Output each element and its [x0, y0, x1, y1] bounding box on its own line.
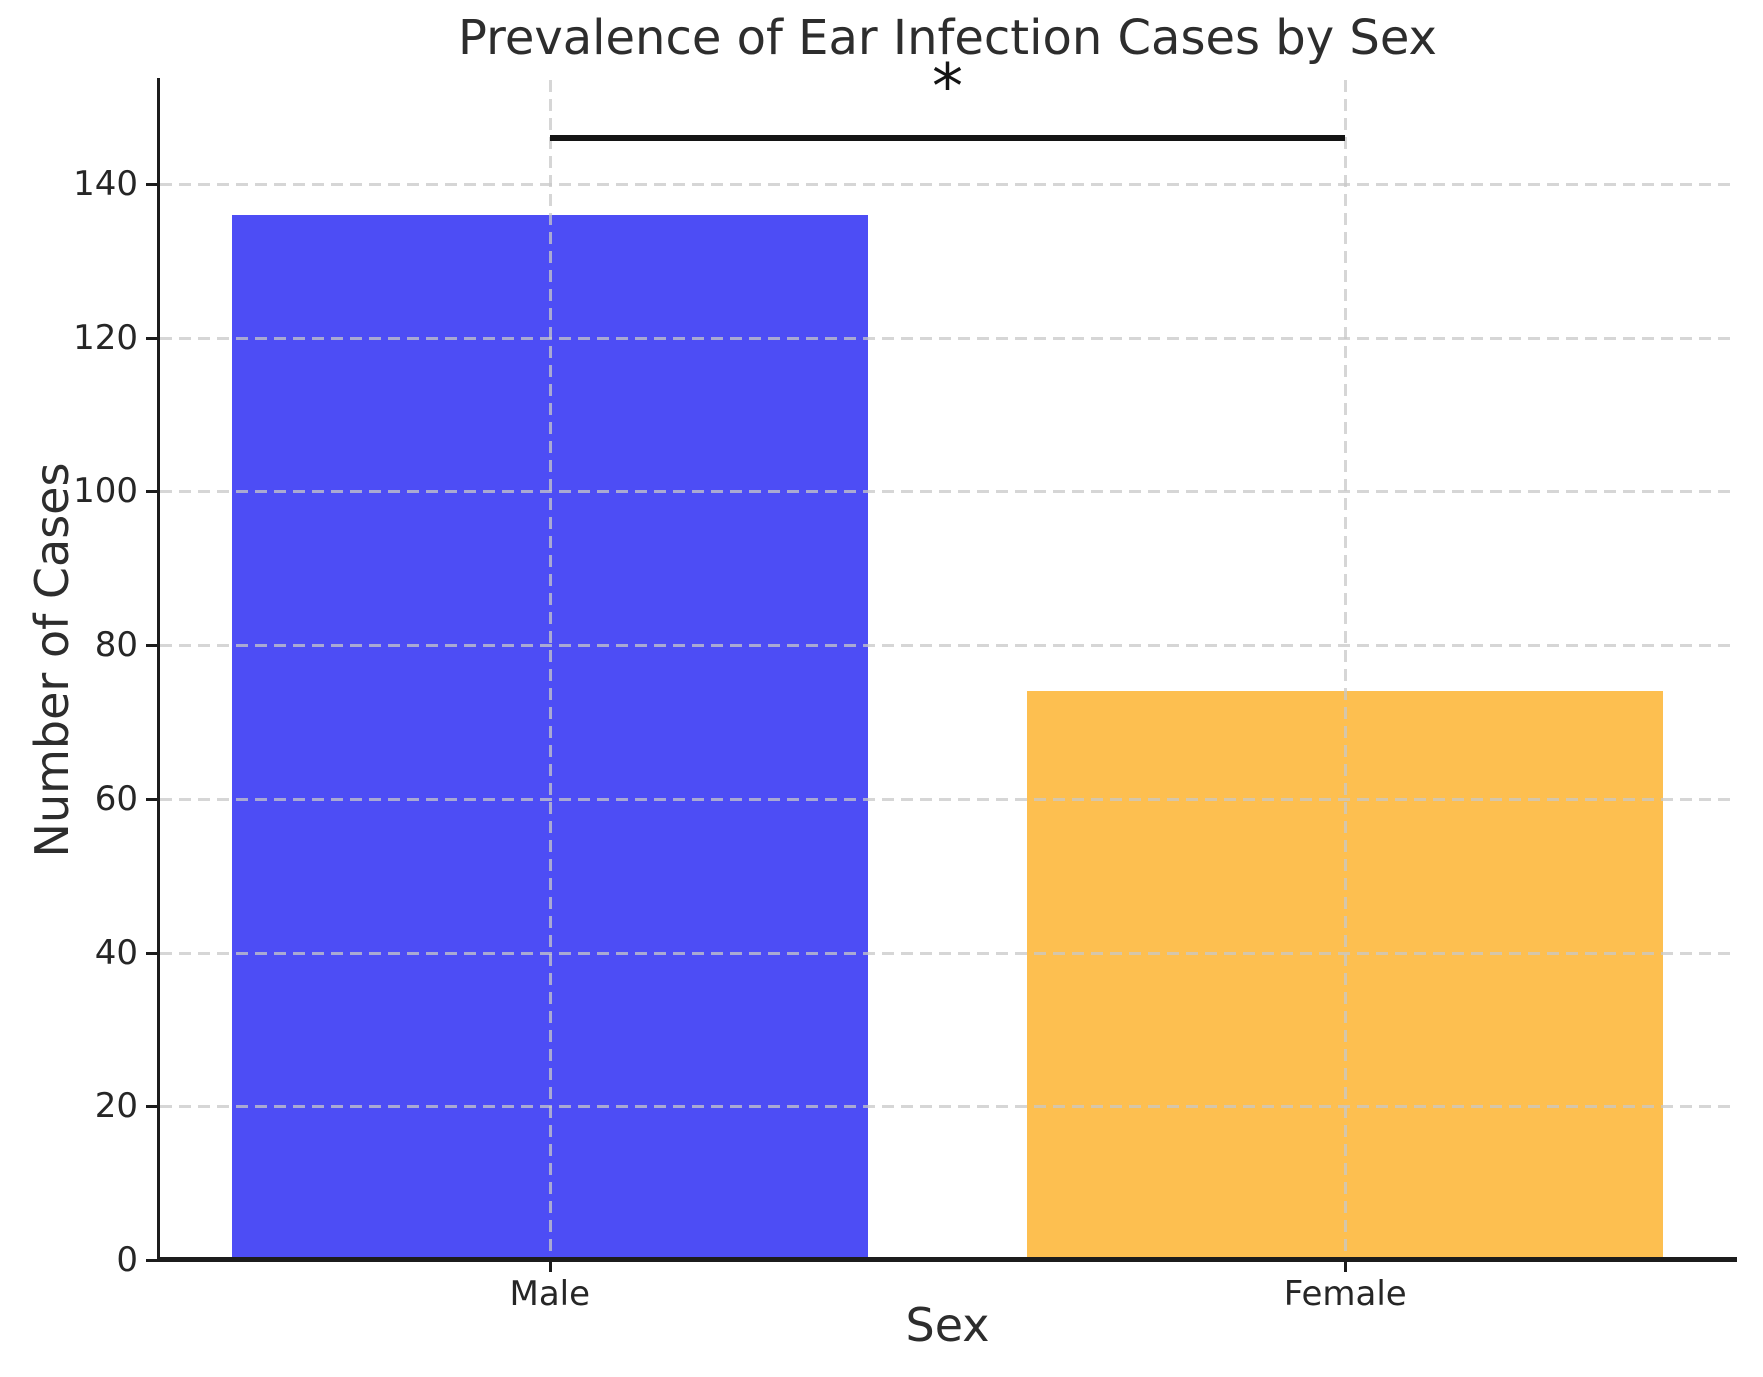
x-tick-label-male: Male: [509, 1274, 591, 1314]
x-axis-spine: [157, 1257, 1737, 1262]
y-tick-mark-40: [146, 951, 160, 955]
y-gridline-100: [160, 490, 1735, 494]
y-tick-label-140: 140: [73, 163, 138, 204]
y-gridline-120: [160, 336, 1735, 340]
x-axis-label: Sex: [905, 1298, 990, 1352]
y-gridline-60: [160, 797, 1735, 801]
y-tick-label-80: 80: [94, 625, 138, 666]
y-tick-mark-80: [146, 644, 160, 648]
y-tick-label-20: 20: [94, 1086, 138, 1127]
x-gridline-female: [1344, 80, 1348, 1260]
y-gridline-40: [160, 951, 1735, 955]
y-tick-mark-100: [146, 490, 160, 494]
chart-title: Prevalence of Ear Infection Cases by Sex: [458, 10, 1437, 66]
y-tick-label-0: 0: [116, 1240, 138, 1280]
x-tick-label-female: Female: [1283, 1274, 1407, 1314]
x-gridline-male: [548, 80, 552, 1260]
y-tick-label-120: 120: [73, 317, 138, 358]
x-tick-mark-female: [1344, 1260, 1348, 1272]
y-tick-label-60: 60: [94, 778, 138, 819]
y-tick-label-100: 100: [73, 471, 138, 512]
y-tick-label-40: 40: [94, 932, 138, 973]
y-tick-mark-0: [146, 1259, 160, 1262]
y-gridline-20: [160, 1105, 1735, 1109]
y-tick-mark-120: [146, 336, 160, 340]
x-tick-mark-male: [548, 1260, 552, 1272]
y-tick-mark-140: [146, 182, 160, 186]
significance-asterisk: *: [932, 49, 963, 123]
y-gridline-140: [160, 182, 1735, 186]
significance-line: [549, 134, 1346, 141]
y-axis-spine: [157, 78, 160, 1262]
y-gridline-80: [160, 644, 1735, 648]
y-tick-mark-60: [146, 797, 160, 801]
y-tick-mark-20: [146, 1105, 160, 1109]
